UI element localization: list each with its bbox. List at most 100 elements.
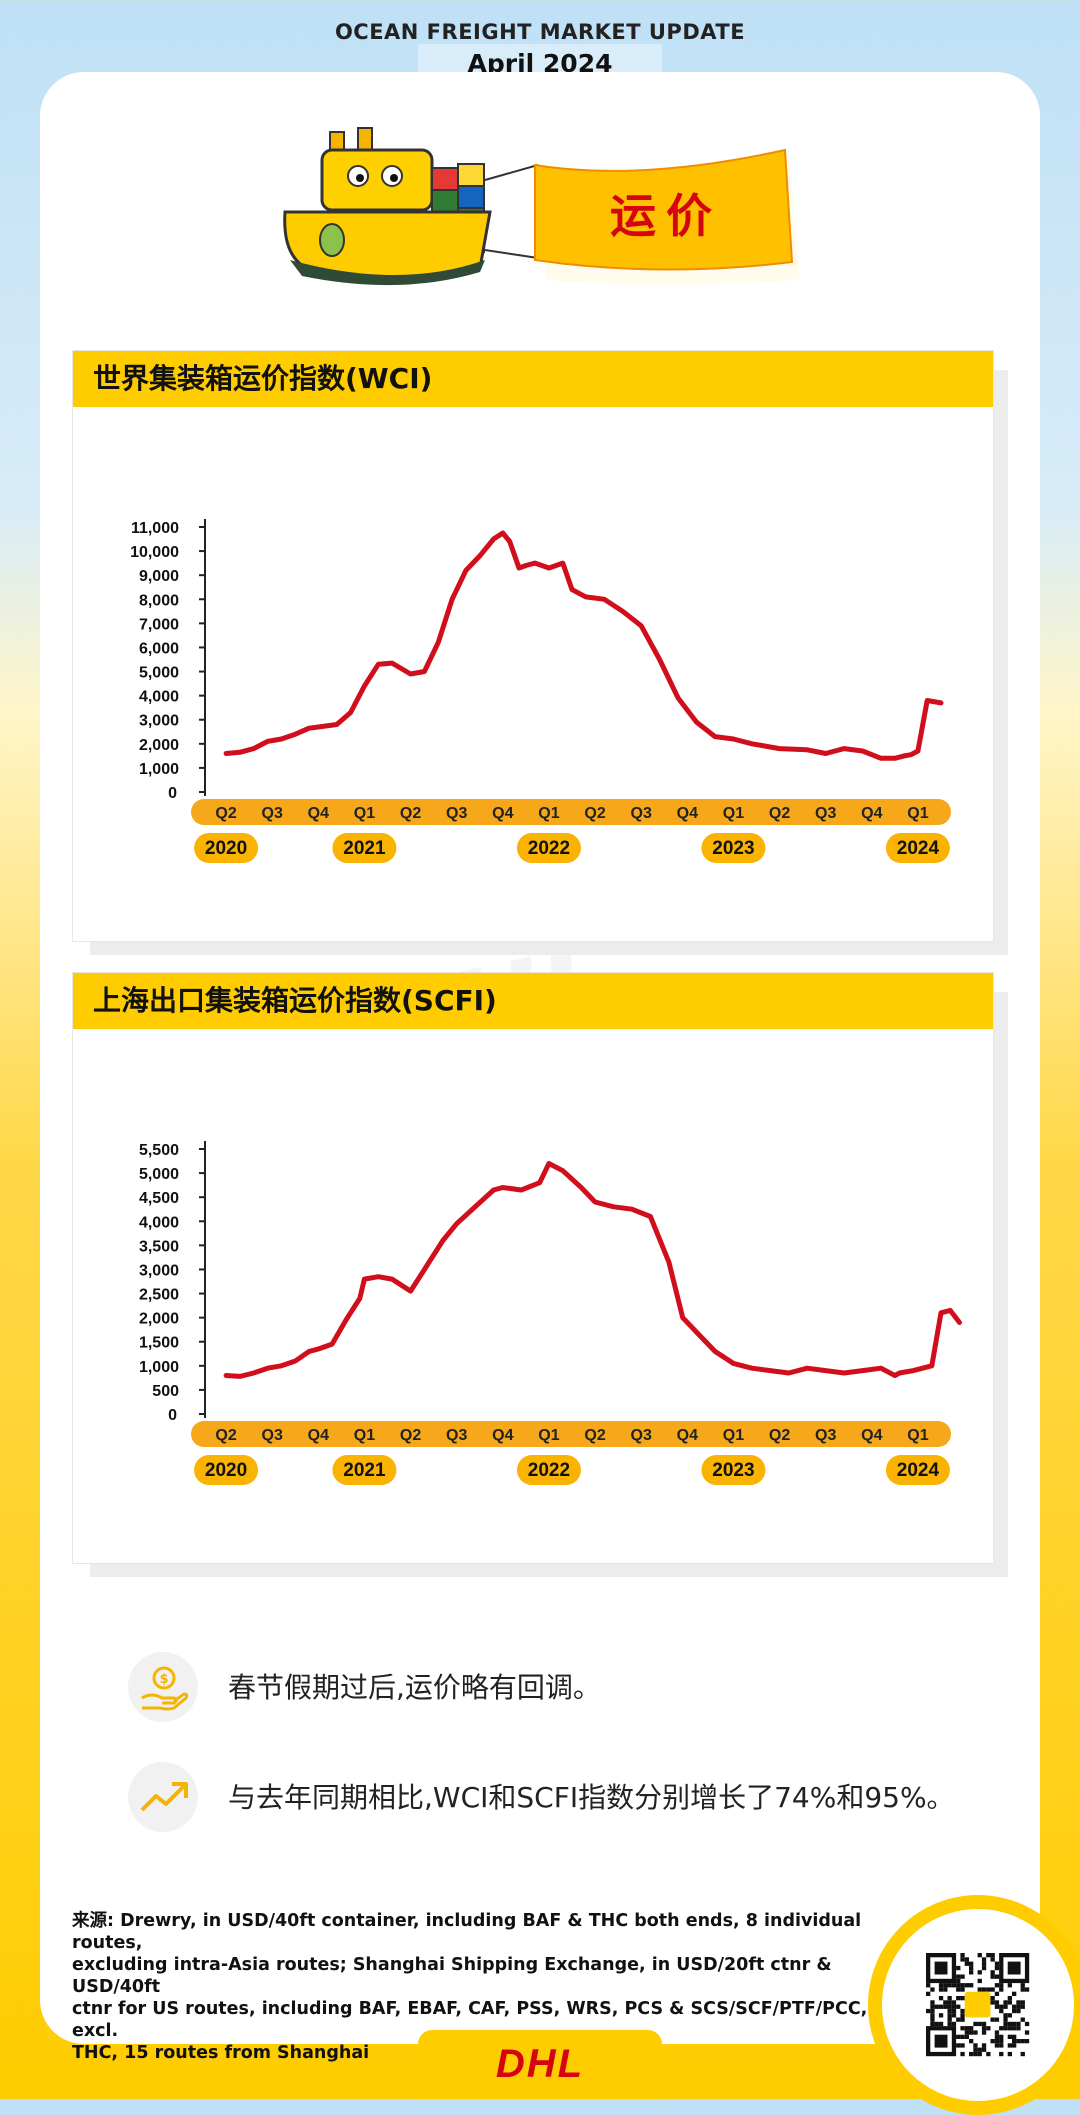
x-tick-label: Q4 (677, 805, 698, 822)
x-tick-label: Q2 (584, 805, 605, 822)
year-label: 2020 (205, 1460, 247, 1481)
y-tick-label: 4,000 (139, 689, 179, 706)
bullet-text: 与去年同期相比,WCI和SCFI指数分别增长了74%和95%。 (228, 1781, 955, 1814)
source-note: 来源: Drewry, in USD/40ft container, inclu… (72, 1910, 892, 2064)
y-tick-label: 3,000 (139, 713, 179, 730)
y-tick-label: 500 (152, 1383, 179, 1400)
year-pill (885, 833, 950, 863)
trend-up-icon (128, 1762, 198, 1832)
y-tick-label: 1,500 (139, 1335, 179, 1352)
year-label: 2021 (343, 838, 386, 859)
dhl-logo: DHL (495, 2042, 585, 2086)
y-tick-label: 9,000 (139, 568, 179, 585)
banner-label: 运价 (610, 189, 722, 243)
x-tick-label: Q4 (308, 805, 329, 822)
y-tick-label: 0 (168, 1407, 177, 1424)
svg-text:$: $ (159, 1672, 168, 1687)
scfi-chart-panel: 上海出口集装箱运价指数(SCFI) 0 500 1,000 1,500 2,000 2,5… (72, 972, 994, 1564)
x-tick-label: Q2 (400, 805, 421, 822)
wci-chart-panel: 世界集装箱运价指数(WCI) 0 1,000 2,000 3,000 4,000 5,00… (72, 350, 994, 942)
x-tick-label: Q4 (861, 1427, 882, 1444)
money-hand-icon: $ (128, 1652, 198, 1722)
x-tick-label: Q4 (677, 1427, 698, 1444)
year-pill (194, 833, 259, 863)
y-tick-label: 6,000 (139, 640, 179, 657)
year-pill (516, 833, 581, 863)
y-tick-label: 10,000 (130, 544, 179, 561)
series-line (223, 530, 944, 761)
x-tick-label: Q3 (446, 1427, 467, 1444)
x-tick-label: Q4 (492, 805, 513, 822)
x-tick-label: Q1 (907, 805, 928, 822)
quarter-axis-bar (191, 799, 951, 825)
y-tick-label: 8,000 (139, 592, 179, 609)
x-tick-label: Q4 (492, 1427, 513, 1444)
x-tick-label: Q4 (308, 1427, 329, 1444)
y-tick-label: 5,000 (139, 665, 179, 682)
year-label: 2022 (528, 838, 570, 859)
y-tick-label: 2,000 (139, 737, 179, 754)
y-tick-label: 1,000 (139, 1359, 179, 1376)
x-tick-label: Q3 (631, 1427, 652, 1444)
qr-code-badge[interactable] (868, 1895, 1080, 2115)
year-pill (701, 833, 766, 863)
year-pill (701, 1455, 766, 1485)
year-pill (332, 833, 397, 863)
x-tick-label: Q2 (215, 1427, 236, 1444)
x-tick-label: Q1 (723, 805, 744, 822)
y-tick-label: 7,000 (139, 616, 179, 633)
x-tick-label: Q3 (815, 1427, 836, 1444)
x-tick-label: Q4 (861, 805, 882, 822)
banner-flag (484, 148, 800, 285)
y-tick-label: 3,500 (139, 1238, 179, 1255)
source-line: THC, 15 routes from Shanghai (72, 2043, 370, 2063)
x-tick-label: Q3 (262, 805, 283, 822)
year-label: 2023 (712, 1460, 754, 1481)
footer-tab: DHL (418, 2030, 662, 2099)
x-tick-label: Q1 (723, 1427, 744, 1444)
qr-code-icon (926, 1953, 1030, 2057)
scfi-chart-title: 上海出口集装箱运价指数(SCFI) (73, 973, 993, 1029)
series-line (223, 1161, 962, 1379)
year-label: 2022 (528, 1460, 570, 1481)
x-tick-label: Q1 (538, 1427, 559, 1444)
x-tick-label: Q1 (538, 805, 559, 822)
x-tick-label: Q2 (769, 1427, 790, 1444)
wci-line-chart: 0 1,000 2,000 3,000 4,000 5,000 6,000 7,000 8,00… (130, 519, 951, 863)
ship-banner-illustration (283, 127, 800, 286)
year-label: 2024 (897, 838, 940, 859)
year-label: 2021 (343, 1460, 386, 1481)
year-pill (194, 1455, 259, 1485)
y-tick-label: 5,500 (139, 1142, 179, 1159)
x-tick-label: Q2 (584, 1427, 605, 1444)
x-tick-label: Q3 (815, 805, 836, 822)
x-tick-label: Q3 (631, 805, 652, 822)
year-label: 2023 (712, 838, 754, 859)
year-pill (885, 1455, 950, 1485)
y-tick-label: 2,500 (139, 1287, 179, 1304)
y-tick-label: 0 (168, 785, 177, 802)
bullet-text: 春节假期过后,运价略有回调。 (228, 1671, 601, 1704)
x-tick-label: Q1 (354, 805, 375, 822)
x-tick-label: Q3 (262, 1427, 283, 1444)
wci-chart-title: 世界集装箱运价指数(WCI) (73, 351, 993, 407)
x-tick-label: Q1 (907, 1427, 928, 1444)
year-pill (332, 1455, 397, 1485)
x-tick-label: Q2 (215, 805, 236, 822)
y-tick-label: 4,500 (139, 1190, 179, 1207)
y-tick-label: 5,000 (139, 1166, 179, 1183)
header-title: OCEAN FREIGHT MARKET UPDATE (334, 20, 746, 44)
bullet-item: $ 春节假期过后,运价略有回调。 (128, 1652, 1008, 1722)
y-tick-label: 3,000 (139, 1262, 179, 1279)
y-tick-label: 11,000 (131, 520, 179, 537)
source-line: excluding intra-Asia routes; Shanghai Sh… (72, 1955, 832, 1997)
scfi-line-chart: 0 500 1,000 1,500 2,000 2,500 3,000 3,500 4,000 4… (139, 1141, 962, 1485)
cargo-ship-icon (283, 127, 492, 286)
year-label: 2024 (897, 1460, 940, 1481)
x-tick-label: Q1 (354, 1427, 375, 1444)
x-tick-label: Q3 (446, 805, 467, 822)
source-line: ctnr for US routes, including BAF, EBAF,… (72, 1999, 868, 2041)
y-tick-label: 2,000 (139, 1311, 179, 1328)
x-tick-label: Q2 (769, 805, 790, 822)
y-tick-label: 4,000 (139, 1214, 179, 1231)
